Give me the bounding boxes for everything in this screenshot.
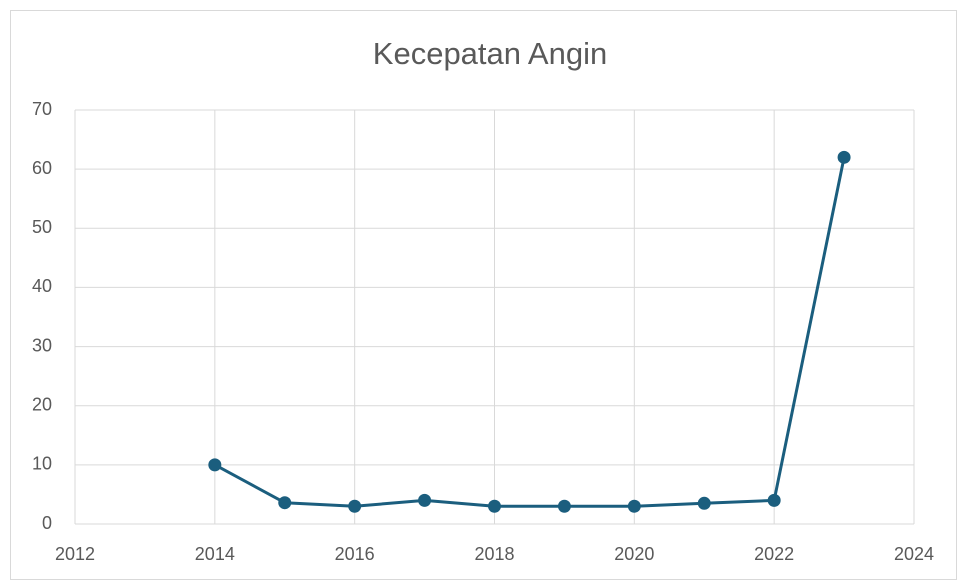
series-line <box>214 157 846 508</box>
point <box>837 150 851 164</box>
y-tick-label: 10 <box>32 454 52 474</box>
y-tick-label: 20 <box>32 394 52 414</box>
point <box>767 493 781 507</box>
x-tick-label: 2018 <box>474 544 514 564</box>
y-tick-label: 70 <box>32 99 52 119</box>
point <box>697 496 711 510</box>
x-tick-label: 2014 <box>195 544 235 564</box>
point <box>208 458 222 472</box>
chart-border <box>10 10 957 580</box>
x-tick-label: 2016 <box>335 544 375 564</box>
x-tick-label: 2012 <box>55 544 95 564</box>
y-tick-label: 60 <box>32 158 52 178</box>
point <box>488 499 501 513</box>
y-tick-label: 30 <box>32 335 52 355</box>
point <box>348 499 362 513</box>
point <box>278 496 292 510</box>
point <box>627 499 641 513</box>
x-tick-label: 2022 <box>754 544 794 564</box>
x-tick-label: 2020 <box>614 544 654 564</box>
y-tick-label: 40 <box>32 276 52 296</box>
y-tick-label: 0 <box>42 513 52 533</box>
chart-title: Kecepatan Angin <box>373 36 607 71</box>
x-tick-label: 2024 <box>894 544 934 564</box>
y-tick-label: 50 <box>32 217 52 237</box>
point <box>418 493 432 507</box>
point <box>557 499 571 513</box>
